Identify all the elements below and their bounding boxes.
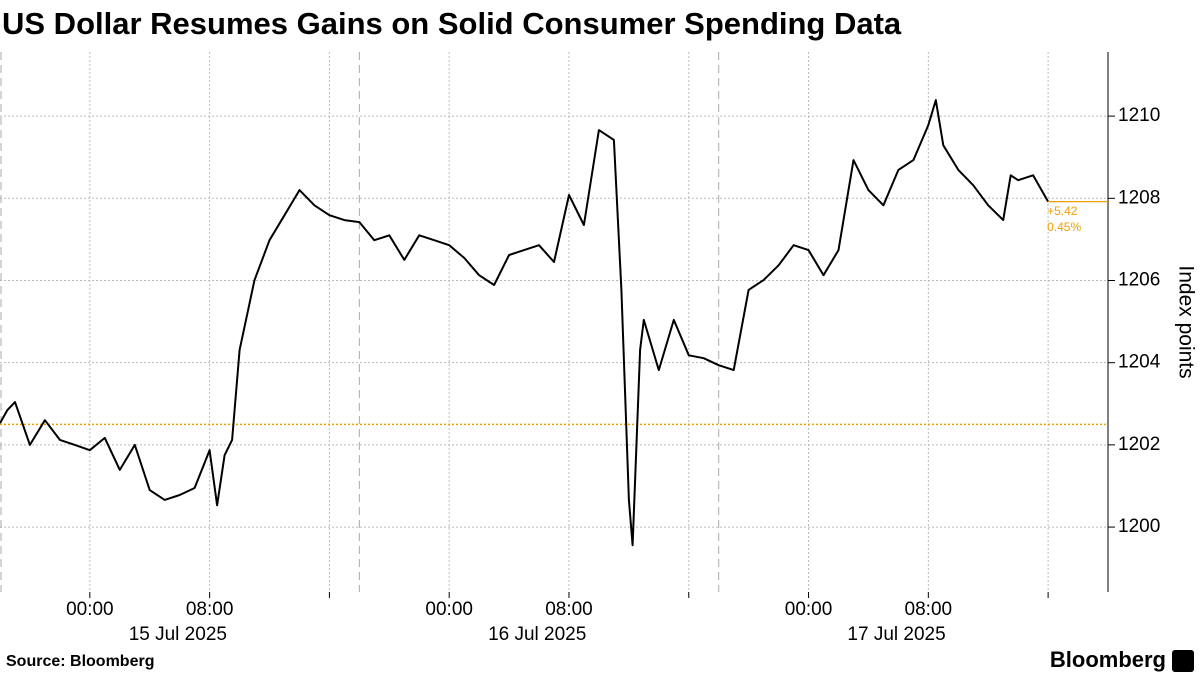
y-tick-label: 1208 (1118, 187, 1160, 208)
y-tick-label: 1202 (1118, 434, 1160, 455)
y-tick-label: 1206 (1118, 270, 1160, 291)
y-tick-label: 1204 (1118, 352, 1161, 373)
annotation: 0.45% (1047, 220, 1081, 234)
x-tick-label: 00:00 (425, 599, 473, 620)
brand-icon (1172, 650, 1194, 672)
source: Source: Bloomberg (6, 653, 154, 670)
y-tick-label: 1210 (1118, 105, 1160, 126)
y-tick-label: 1200 (1118, 516, 1160, 537)
chart-title: US Dollar Resumes Gains on Solid Consume… (2, 6, 902, 41)
x-tick-label: 08:00 (186, 599, 234, 620)
date-label: 15 Jul 2025 (129, 624, 227, 645)
x-tick-label: 08:00 (905, 599, 953, 620)
x-tick-label: 00:00 (785, 599, 833, 620)
annotation: +5.42 (1047, 204, 1078, 218)
brand: Bloomberg (1050, 647, 1166, 672)
y-axis-label: Index points (1174, 265, 1197, 378)
date-label: 16 Jul 2025 (488, 624, 586, 645)
x-tick-label: 00:00 (66, 599, 114, 620)
x-tick-label: 08:00 (545, 599, 593, 620)
line (0, 99, 1049, 547)
date-label: 17 Jul 2025 (847, 624, 945, 645)
